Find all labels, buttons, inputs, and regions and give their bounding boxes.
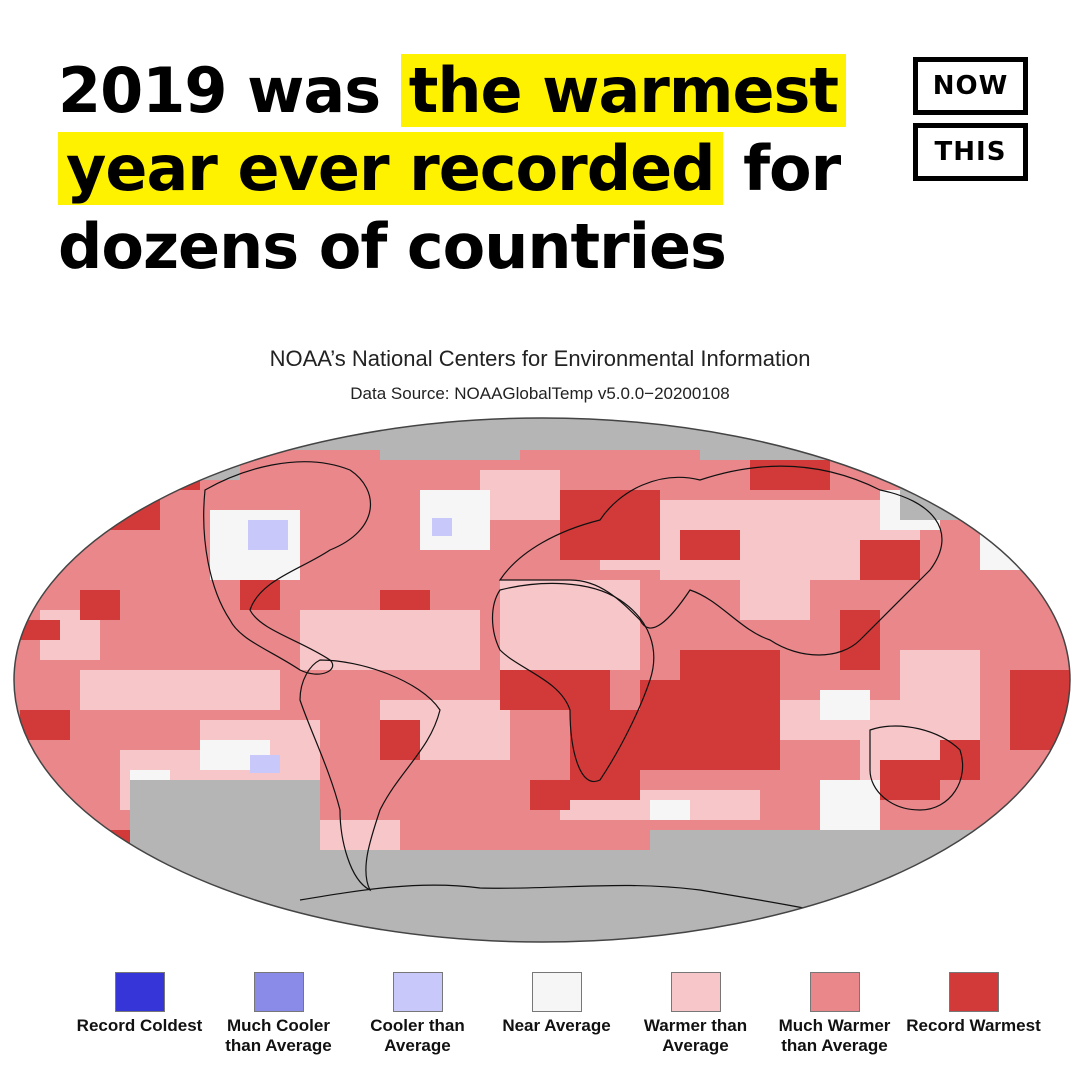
logo-now: NOW (913, 57, 1028, 115)
legend-label: Record Warmest (906, 1016, 1041, 1035)
land-outlines (203, 461, 964, 921)
legend-item-record-coldest: Record Coldest (70, 972, 209, 1056)
map-source: Data Source: NOAAGlobalTemp v5.0.0−20200… (350, 384, 730, 403)
headline-suffix: for (722, 132, 841, 205)
legend-swatch (809, 972, 860, 1012)
legend-swatch (948, 972, 999, 1012)
legend-swatch (670, 972, 721, 1012)
map-title: NOAA’s National Centers for Environmenta… (269, 346, 811, 371)
legend-item-warmer: Warmer than Average (626, 972, 765, 1056)
legend-swatch (392, 972, 443, 1012)
legend-item-much-warmer: Much Warmer than Average (765, 972, 904, 1056)
legend-label: Cooler than Average (370, 1016, 465, 1055)
legend-item-much-cooler: Much Cooler than Average (209, 972, 348, 1056)
legend-item-record-warmest: Record Warmest (904, 972, 1043, 1056)
headline-line-3: dozens of countries (58, 210, 727, 283)
globe-border (13, 417, 1071, 943)
legend-swatch (253, 972, 304, 1012)
legend-item-cooler: Cooler than Average (348, 972, 487, 1056)
logo-this: THIS (913, 123, 1028, 181)
legend-label: Much Cooler than Average (225, 1016, 332, 1055)
legend-label: Record Coldest (76, 1016, 203, 1035)
nowthis-logo: NOW THIS (913, 57, 1028, 181)
headline-highlight-1: the warmest (400, 54, 847, 127)
legend-swatch (114, 972, 165, 1012)
legend-swatch (531, 972, 582, 1012)
legend: Record Coldest Much Cooler than Average … (70, 972, 1070, 1056)
headline: 2019 was the warmest year ever recorded f… (58, 52, 858, 286)
headline-prefix: 2019 was (58, 54, 401, 127)
legend-item-near-average: Near Average (487, 972, 626, 1056)
legend-label: Near Average (502, 1016, 611, 1035)
legend-label: Warmer than Average (643, 1016, 748, 1055)
headline-highlight-2: year ever recorded (58, 132, 723, 205)
world-temperature-map (13, 417, 1071, 943)
legend-label: Much Warmer than Average (778, 1016, 891, 1055)
